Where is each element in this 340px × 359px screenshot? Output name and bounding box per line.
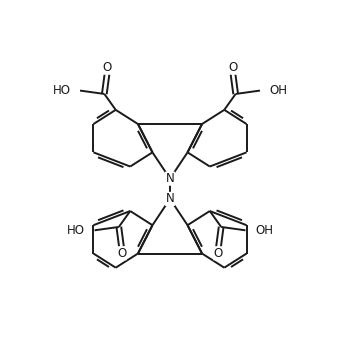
Text: O: O: [228, 61, 238, 74]
Text: O: O: [117, 247, 126, 260]
Text: N: N: [166, 192, 174, 205]
Text: O: O: [102, 61, 112, 74]
Text: N: N: [166, 172, 174, 185]
Text: HO: HO: [53, 84, 71, 97]
Text: OH: OH: [255, 224, 273, 237]
Text: OH: OH: [269, 84, 287, 97]
Text: HO: HO: [67, 224, 85, 237]
Text: O: O: [214, 247, 223, 260]
